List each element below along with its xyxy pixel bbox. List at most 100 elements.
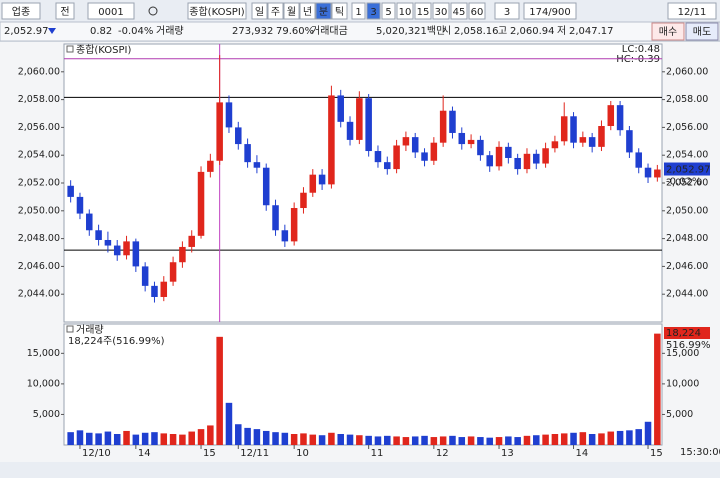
toolbar-button[interactable] <box>351 2 366 20</box>
candle-body <box>523 153 531 170</box>
volume-bar <box>290 434 298 445</box>
toolbar-button[interactable] <box>381 2 396 20</box>
candle-body <box>486 155 493 167</box>
x-tick-label: 15 <box>203 448 216 459</box>
toolbar-label[interactable]: 년 <box>303 6 312 18</box>
toolbar-button[interactable] <box>396 2 414 20</box>
toolbar-button[interactable] <box>366 2 381 20</box>
last-volume: 18,224 <box>666 328 701 339</box>
candle-body <box>393 145 400 170</box>
volume-bar <box>328 432 335 445</box>
toolbar-label[interactable]: 분 <box>319 6 328 18</box>
volume-bar <box>262 430 270 445</box>
toolbar-button[interactable] <box>87 2 135 20</box>
volume-bar <box>207 425 214 445</box>
candle-body <box>235 127 242 145</box>
sell-button[interactable] <box>685 22 719 41</box>
candle-body <box>449 110 456 133</box>
volume-bar <box>197 429 205 445</box>
toolbar-label[interactable]: 주 <box>271 7 280 18</box>
toolbar-label[interactable]: 12/11 <box>678 7 707 18</box>
toolbar-label[interactable]: 월 <box>287 6 296 18</box>
panel-title-box <box>66 45 74 53</box>
candle-body <box>67 185 74 197</box>
candle-body <box>551 141 559 149</box>
candle-body <box>113 245 121 256</box>
info-label: 거래대금 <box>311 25 348 37</box>
toolbar-label[interactable]: 1 <box>355 7 361 18</box>
toolbar-label[interactable]: 틱 <box>335 6 344 18</box>
y-tick-label: 2,060.00 <box>18 66 60 77</box>
x-tick-label: 15 <box>650 448 663 459</box>
search-icon[interactable] <box>148 6 158 16</box>
toolbar-label[interactable]: 0001 <box>98 7 123 18</box>
toolbar-button[interactable] <box>414 2 432 20</box>
info-volume-rate: 79.60% <box>276 26 314 37</box>
volume-bar <box>523 435 531 445</box>
toolbar-button[interactable] <box>251 2 268 20</box>
toolbar-button[interactable] <box>1 2 41 20</box>
toolbar-label[interactable]: 3 <box>504 7 510 18</box>
sell-button-label[interactable]: 매도 <box>693 26 711 38</box>
toolbar-label[interactable]: 전 <box>60 6 69 18</box>
volume-bar <box>384 435 391 445</box>
time-label: 15:30:00 <box>680 447 720 458</box>
toolbar-button[interactable] <box>315 2 332 20</box>
volume-bar <box>514 437 521 445</box>
candle-body <box>207 160 214 172</box>
candle-body <box>216 102 223 161</box>
y-tick-label: 2,052.00 <box>18 178 60 189</box>
candle-body <box>328 95 335 185</box>
toolbar-button[interactable] <box>432 2 450 20</box>
candle-body <box>225 102 233 128</box>
toolbar-label[interactable]: 일 <box>255 6 264 18</box>
toolbar-label[interactable]: 60 <box>471 7 484 18</box>
toolbar-button[interactable] <box>187 2 247 20</box>
toolbar-button[interactable] <box>55 2 75 20</box>
y-tick-label-right: 5,000 <box>666 409 693 420</box>
volume-bar <box>402 437 410 445</box>
toolbar-label[interactable]: 3 <box>370 7 376 18</box>
volume-bar <box>86 432 93 445</box>
toolbar-label[interactable]: 45 <box>453 7 466 18</box>
toolbar-button[interactable] <box>331 2 348 20</box>
x-tick-label: 14 <box>576 448 589 459</box>
toolbar-label[interactable]: 15 <box>417 7 430 18</box>
info-low: 2,047.17 <box>569 26 614 37</box>
buy-button-label[interactable]: 매수 <box>659 26 677 38</box>
toolbar-label[interactable]: 174/900 <box>529 7 571 18</box>
volume-bar <box>626 430 633 445</box>
toolbar-button[interactable] <box>494 2 520 20</box>
volume-bar <box>235 424 242 445</box>
toolbar-label[interactable]: 종합(KOSPI) <box>189 6 245 18</box>
toolbar-label[interactable]: 업종 <box>12 5 30 18</box>
info-label: 저 <box>557 25 566 37</box>
y-tick-label-right: 2,058.00 <box>666 94 708 105</box>
candle-body <box>374 151 382 163</box>
toolbar-button[interactable] <box>299 2 316 20</box>
toolbar-button[interactable] <box>283 2 300 20</box>
toolbar-label[interactable]: 10 <box>399 7 412 18</box>
toolbar-button[interactable] <box>523 2 577 20</box>
candle-body <box>151 285 158 297</box>
volume-bar <box>477 437 484 445</box>
volume-bar <box>141 432 149 445</box>
candle-body <box>123 241 130 256</box>
toolbar-label[interactable]: 30 <box>435 7 448 18</box>
y-tick-label-right: 15,000 <box>666 348 699 359</box>
toolbar-button[interactable] <box>468 2 486 20</box>
candle-body <box>356 98 363 140</box>
toolbar-button[interactable] <box>450 2 468 20</box>
candle-body <box>346 121 354 140</box>
volume-bar <box>449 435 456 445</box>
info-volume: 273,932 <box>232 26 273 37</box>
y-tick-label-right: 2,052.00 <box>666 178 708 189</box>
buy-button[interactable] <box>651 22 685 41</box>
volume-bar <box>67 432 74 445</box>
candle-body <box>411 137 419 153</box>
candle-body <box>95 230 102 240</box>
toolbar-button[interactable] <box>667 2 717 20</box>
toolbar-button[interactable] <box>267 2 284 20</box>
toolbar-label[interactable]: 5 <box>385 7 391 18</box>
y-tick-label: 2,044.00 <box>18 289 60 300</box>
